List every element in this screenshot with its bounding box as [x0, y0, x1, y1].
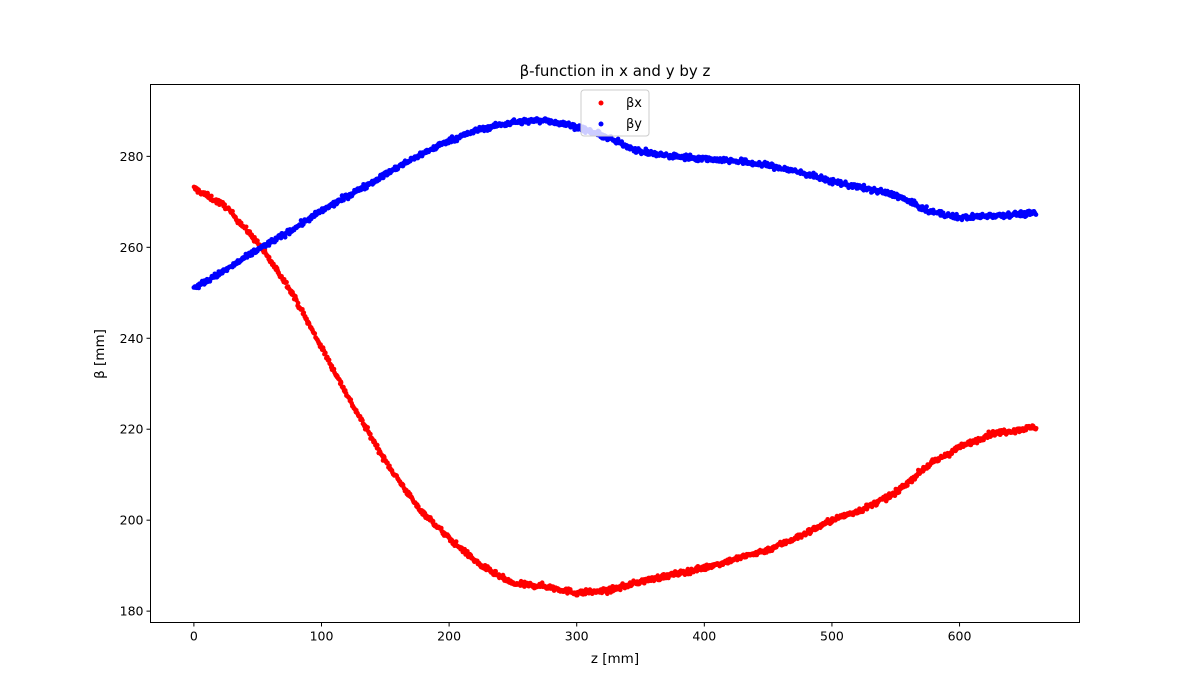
data-point: [493, 569, 499, 574]
data-point: [243, 224, 249, 230]
legend: βx βy: [580, 89, 650, 137]
axis-ticks: 0 100 200 300 400 500 600 180 200 220 240 260 280: [120, 149, 972, 644]
data-point: [255, 238, 260, 243]
x-axis-label: z [mm]: [591, 651, 639, 667]
data-point: [209, 193, 214, 199]
y-tick-label: 280: [120, 149, 144, 164]
data-point: [1024, 213, 1029, 219]
y-tick-label: 240: [120, 331, 144, 346]
x-tick-label: 300: [565, 629, 589, 644]
legend-marker-bx: [598, 100, 604, 106]
y-tick-label: 260: [120, 240, 144, 255]
data-point: [892, 493, 898, 499]
y-tick-label: 220: [120, 422, 144, 437]
x-tick-label: 100: [310, 629, 334, 644]
data-point: [338, 380, 344, 386]
x-tick-label: 500: [820, 629, 844, 644]
data-point: [453, 539, 459, 544]
data-point: [924, 204, 929, 209]
y-tick-label: 200: [120, 513, 144, 528]
legend-marker-by: [598, 121, 604, 127]
data-point: [295, 300, 301, 306]
data-point: [323, 350, 328, 356]
legend-label-by: βy: [626, 117, 642, 132]
y-tick-label: 180: [120, 604, 144, 619]
data-point: [312, 331, 318, 336]
y-axis-label: β [mm]: [92, 329, 108, 379]
data-point: [348, 397, 354, 402]
x-tick-label: 600: [948, 629, 972, 644]
data-point: [284, 279, 289, 285]
plot-frame: [150, 84, 1080, 623]
legend-box: [580, 89, 650, 137]
chart-title: β-function in x and y by z: [520, 62, 711, 80]
x-tick-label: 400: [692, 629, 716, 644]
x-tick-label: 200: [437, 629, 461, 644]
data-point: [368, 431, 373, 437]
data-point: [301, 310, 307, 316]
data-point: [365, 425, 371, 430]
x-tick-label: 0: [190, 629, 198, 644]
data-point: [331, 366, 337, 372]
data-point: [1033, 212, 1039, 217]
data-point: [282, 235, 288, 240]
data-point: [230, 208, 235, 214]
data-point: [266, 254, 272, 260]
data-point: [954, 211, 959, 217]
data-point: [430, 518, 436, 524]
data-point: [375, 442, 380, 448]
data-point: [326, 357, 332, 363]
series-bx-points: [191, 184, 1039, 598]
data-point: [1033, 426, 1039, 431]
legend-label-bx: βx: [626, 96, 642, 111]
data-marks: [191, 116, 1039, 598]
